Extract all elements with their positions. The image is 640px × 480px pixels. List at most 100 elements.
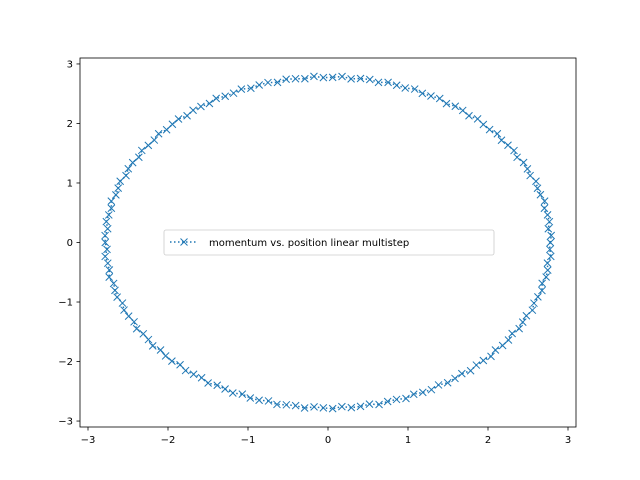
data-point [174, 115, 183, 123]
data-point [246, 394, 255, 402]
data-point [543, 266, 552, 275]
data-point [384, 78, 392, 87]
data-point [418, 388, 427, 397]
x-tick-label: −2 [161, 435, 176, 446]
data-point [356, 74, 365, 83]
y-tick-label: 2 [67, 119, 73, 130]
data-point [374, 78, 383, 87]
data-point [161, 352, 170, 360]
data-point [134, 153, 143, 162]
data-point [310, 403, 318, 411]
data-point [530, 299, 538, 308]
data-point [519, 158, 528, 167]
legend: momentum vs. position linear multistep [163, 229, 495, 256]
x-tick-label: −3 [81, 435, 96, 446]
data-point [144, 335, 153, 344]
x-tick-label: 1 [405, 435, 411, 446]
y-axis: −3 −2 −1 0 1 2 3 [58, 59, 80, 428]
data-point [457, 369, 466, 378]
data-point [183, 111, 191, 120]
legend-marker-sample [180, 238, 188, 246]
data-point [518, 318, 527, 327]
data-point [228, 389, 237, 397]
data-point [547, 231, 556, 240]
plot-area [101, 72, 556, 413]
x-axis: −3 −2 −1 0 1 2 3 [81, 427, 571, 446]
data-point [221, 92, 230, 101]
data-point [255, 396, 263, 405]
data-point [536, 190, 545, 199]
data-point [156, 346, 165, 354]
data-point [347, 75, 355, 83]
data-point [103, 259, 112, 268]
data-point [109, 279, 118, 288]
data-point [291, 401, 300, 410]
data-point [338, 402, 346, 411]
data-point [237, 85, 246, 93]
x-tick-label: −1 [241, 435, 256, 446]
data-point [546, 252, 555, 261]
data-point [114, 184, 123, 192]
data-point [102, 217, 111, 226]
data-point [282, 400, 291, 409]
data-point [402, 394, 410, 403]
data-point [365, 75, 374, 84]
data-point [533, 184, 542, 193]
data-point [247, 84, 255, 93]
y-tick-label: −1 [58, 298, 73, 309]
data-point [418, 89, 427, 98]
data-point [542, 273, 551, 281]
data-point [282, 75, 291, 84]
data-point [104, 211, 113, 219]
data-point [442, 99, 451, 108]
data-point [526, 171, 534, 180]
data-point [103, 245, 111, 254]
data-point [534, 293, 542, 301]
y-tick-label: 1 [67, 178, 73, 189]
data-point [105, 273, 114, 281]
data-point [204, 379, 212, 387]
data-point [538, 286, 546, 295]
data-point [538, 279, 547, 288]
data-point [273, 78, 282, 87]
data-point [144, 141, 153, 150]
data-point [508, 329, 517, 338]
data-point [546, 245, 554, 254]
data-point [497, 136, 506, 145]
data-point [543, 259, 552, 267]
data-point [319, 73, 328, 82]
data-point [197, 102, 205, 111]
legend-box [163, 229, 495, 256]
data-point [291, 74, 300, 83]
data-point [154, 129, 163, 138]
data-point [472, 361, 481, 369]
data-point [328, 404, 337, 413]
data-point [212, 94, 221, 103]
data-point [116, 177, 125, 186]
data-point [120, 306, 128, 314]
data-point [543, 211, 552, 219]
data-point [540, 197, 549, 205]
data-point [528, 306, 537, 315]
data-point [427, 385, 436, 394]
data-point [356, 402, 365, 411]
data-point [273, 400, 281, 409]
x-tick-label: 0 [325, 435, 331, 446]
data-point [491, 346, 500, 354]
data-point [137, 146, 146, 155]
x-tick-label: 2 [485, 435, 491, 446]
data-point [319, 404, 328, 412]
data-point [375, 400, 383, 409]
data-point [111, 286, 119, 295]
data-point [546, 238, 555, 247]
data-point [473, 115, 482, 123]
data-point [410, 85, 419, 93]
data-point [504, 141, 512, 150]
data-point [479, 356, 488, 365]
data-point [103, 224, 112, 233]
data-point [401, 84, 410, 92]
data-point [434, 381, 443, 389]
data-point [544, 224, 553, 233]
y-tick-label: −3 [58, 417, 73, 428]
data-point [513, 153, 521, 162]
